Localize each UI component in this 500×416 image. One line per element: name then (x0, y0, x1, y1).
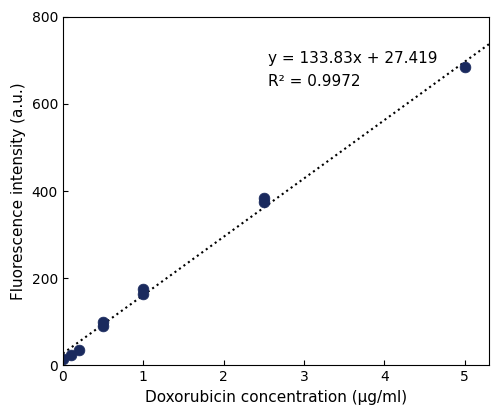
Point (260, 198, 268, 205)
Point (75, 347, 83, 354)
Point (140, 290, 147, 297)
X-axis label: Doxorubicin concentration (μg/ml): Doxorubicin concentration (μg/ml) (145, 390, 407, 405)
Point (67, 351, 75, 358)
Point (461, 63, 469, 70)
Point (99, 323, 107, 329)
Point (59, 356, 67, 362)
Point (99, 319, 107, 325)
Point (140, 286, 147, 292)
Point (260, 194, 268, 201)
Y-axis label: Fluorescence intensity (a.u.): Fluorescence intensity (a.u.) (11, 82, 26, 300)
Text: y = 133.83x + 27.419
R² = 0.9972: y = 133.83x + 27.419 R² = 0.9972 (268, 52, 438, 89)
